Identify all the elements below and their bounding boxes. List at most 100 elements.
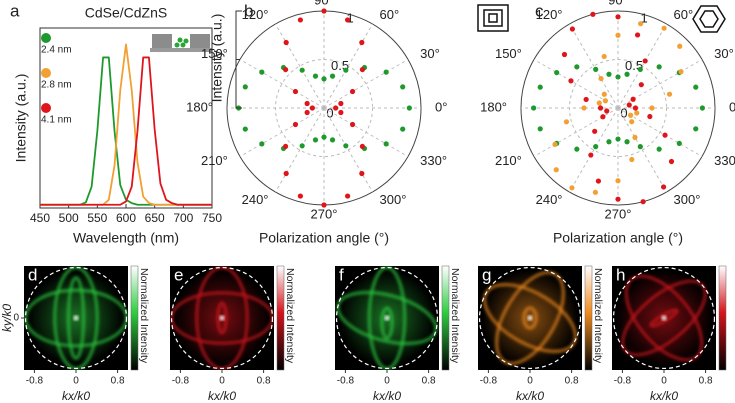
data-point xyxy=(604,108,610,114)
grid-spoke xyxy=(617,23,667,109)
panel-label: h xyxy=(616,265,625,284)
x-axis-label: kx/k0 xyxy=(650,389,678,403)
data-point xyxy=(649,105,655,111)
colorbar-label: Normalized Intensity xyxy=(592,268,604,364)
data-point xyxy=(678,69,684,75)
data-point xyxy=(693,84,699,90)
data-point xyxy=(615,74,621,80)
grid-spoke xyxy=(239,59,325,109)
data-point xyxy=(344,17,351,23)
angle-tick-label: 30° xyxy=(714,46,734,61)
image-center xyxy=(527,315,533,321)
grid-spoke xyxy=(275,23,325,109)
x-axis-label: kx/k0 xyxy=(208,389,236,403)
data-point xyxy=(259,141,265,147)
grid-spoke xyxy=(323,107,409,157)
data-point xyxy=(668,158,675,165)
angle-tick-label: 180° xyxy=(186,99,213,114)
data-point xyxy=(531,105,537,111)
angle-tick-label: 270° xyxy=(311,206,338,221)
data-point xyxy=(349,88,356,95)
data-point xyxy=(615,14,621,20)
y-axis-label: Intensity (a.u.) xyxy=(13,74,29,163)
data-point xyxy=(676,140,682,147)
panel-label: c xyxy=(535,1,544,20)
grid-spoke xyxy=(569,23,619,109)
x-tick-label: -0.8 xyxy=(614,376,632,387)
legend-marker xyxy=(41,33,51,43)
data-point xyxy=(400,84,406,90)
data-point xyxy=(574,146,580,152)
angle-tick-label: 300° xyxy=(674,192,701,207)
data-point xyxy=(628,112,634,118)
data-point xyxy=(312,73,319,79)
data-point xyxy=(349,121,356,128)
data-point xyxy=(600,114,606,120)
x-tick-label: -0.8 xyxy=(172,376,190,387)
angle-tick-label: 180° xyxy=(480,99,507,114)
hexagon-icon xyxy=(692,5,726,33)
x-tick-label: 0 xyxy=(661,376,667,387)
legend-label: 2.4 nm xyxy=(41,45,72,56)
x-tick-label: 550 xyxy=(87,211,107,225)
x-tick-label: 750 xyxy=(202,211,222,225)
x-tick-label: 0 xyxy=(219,376,225,387)
data-point xyxy=(606,71,612,77)
data-point xyxy=(554,69,560,76)
angle-tick-label: 0° xyxy=(435,99,447,114)
angle-tick-label: 210° xyxy=(201,153,228,168)
na-circle xyxy=(24,266,128,370)
data-point xyxy=(595,178,602,184)
data-point xyxy=(626,102,632,108)
data-point xyxy=(656,64,662,70)
x-tick-label: 600 xyxy=(116,211,136,225)
x-axis-label: kx/k0 xyxy=(62,389,90,403)
data-point xyxy=(406,105,412,111)
data-point xyxy=(624,71,630,77)
legend-label: 4.1 nm xyxy=(41,115,72,126)
r-tick-label: 1 xyxy=(347,11,354,26)
k-space-image xyxy=(170,266,274,370)
grid-spoke xyxy=(239,107,325,157)
data-point xyxy=(282,143,289,150)
data-point xyxy=(338,100,344,107)
data-point xyxy=(637,144,643,150)
panel-label: f xyxy=(339,265,344,284)
grid-spoke xyxy=(323,107,373,193)
data-point xyxy=(333,105,339,111)
data-point xyxy=(632,105,639,111)
data-point xyxy=(552,141,558,147)
data-point xyxy=(615,32,621,38)
data-point xyxy=(242,84,248,90)
data-point xyxy=(359,39,365,46)
spectrum-line xyxy=(40,56,212,206)
x-tick-label: 700 xyxy=(173,211,193,225)
data-point xyxy=(601,91,607,97)
data-point xyxy=(561,51,568,58)
data-point xyxy=(569,185,575,191)
angle-tick-label: 270° xyxy=(605,206,632,221)
data-point xyxy=(624,139,630,145)
x-axis-label: Polarization angle (°) xyxy=(259,230,389,246)
data-point xyxy=(537,84,543,90)
data-point xyxy=(329,73,336,79)
data-point xyxy=(647,113,653,120)
na-circle xyxy=(335,266,439,370)
data-point xyxy=(592,128,598,134)
grid-spoke xyxy=(617,59,703,109)
grid-spoke xyxy=(617,107,667,193)
colorbar xyxy=(130,265,139,371)
x-tick-label: -0.8 xyxy=(26,376,44,387)
colorbar xyxy=(276,265,285,371)
square-icon xyxy=(477,4,509,32)
angle-tick-label: 150° xyxy=(495,46,522,61)
y-axis-label: ky/k0 xyxy=(0,304,14,332)
colorbar xyxy=(584,265,593,371)
data-point xyxy=(583,96,589,103)
data-point xyxy=(615,136,621,142)
grid-spoke xyxy=(323,59,409,109)
data-point xyxy=(581,105,587,111)
k-space-image xyxy=(478,266,582,370)
data-point xyxy=(283,170,289,177)
